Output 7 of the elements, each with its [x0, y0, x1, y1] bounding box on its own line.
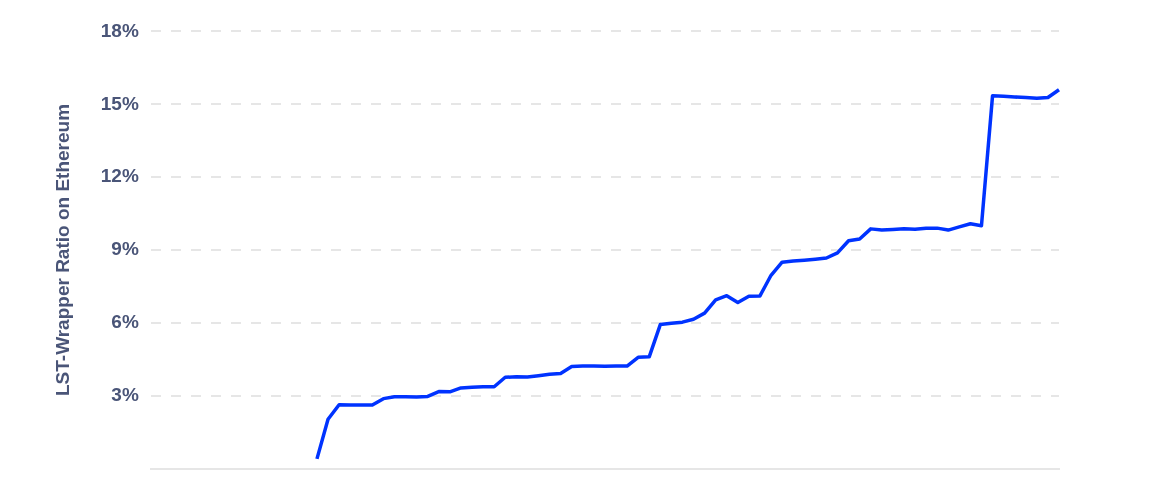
y-axis-title: LST-Wrapper Ratio on Ethereum [51, 103, 73, 397]
y-tick-label: 12% [100, 165, 139, 187]
y-tick-label: 15% [100, 92, 139, 114]
y-tick-label: 3% [111, 383, 139, 405]
y-tick-label: 6% [111, 311, 139, 333]
y-tick-label: 18% [100, 19, 139, 41]
y-tick-label: 9% [111, 238, 139, 260]
